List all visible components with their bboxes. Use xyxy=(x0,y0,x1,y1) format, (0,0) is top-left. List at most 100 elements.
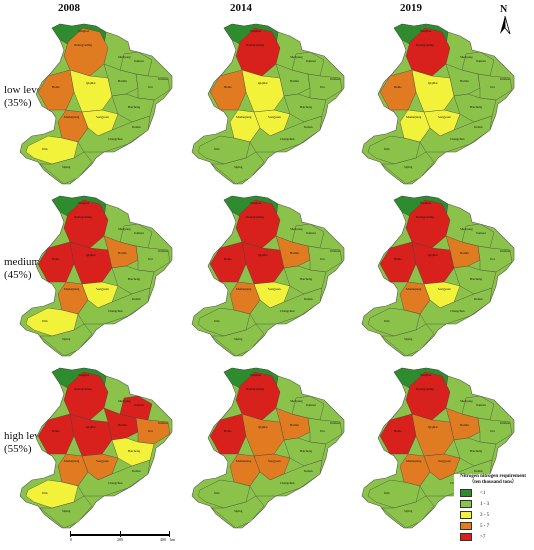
legend-item-label: <1 xyxy=(480,490,486,496)
region-label: Jiamusi xyxy=(306,231,316,235)
region-label: Harbin xyxy=(290,423,299,427)
region-label: Mudanjiang xyxy=(406,459,422,463)
region xyxy=(381,323,435,357)
map-low-2014: Daxing'anling Heihe Qiqihar Harbin Jiamusi Ji… xyxy=(180,18,350,188)
region-label: Songyuan xyxy=(438,459,451,463)
region-label: Qiqihar xyxy=(258,425,269,429)
region xyxy=(111,93,155,123)
region-label: Heihe xyxy=(52,257,60,261)
region-label: Jiamusi xyxy=(476,59,486,63)
region xyxy=(411,69,455,113)
map-svg: Daxing'anling Heihe Qiqihar Harbin Jiamusi Ji… xyxy=(361,195,515,357)
region xyxy=(307,245,343,273)
region-label: Mudanjiang xyxy=(236,115,252,119)
region-label: Harbin xyxy=(290,79,299,83)
region-label: Harbin xyxy=(118,79,127,83)
region-label: Dalian xyxy=(474,469,483,473)
region-label: Baicheng xyxy=(300,105,312,109)
region-label: Dalian xyxy=(132,469,141,473)
region-label: Siping xyxy=(62,337,71,341)
region-label: Tonghua xyxy=(250,29,262,33)
region-label: Tonghua xyxy=(78,373,90,377)
region-label: Tonghua xyxy=(420,373,432,377)
region-label: Tonghua xyxy=(78,201,90,205)
region-label: Jixi xyxy=(320,257,325,261)
legend-item: <1 xyxy=(460,489,532,497)
region-label: Changchun xyxy=(108,309,123,313)
region xyxy=(111,437,155,467)
region-label: Jiamusi xyxy=(476,403,486,407)
region xyxy=(241,69,285,113)
region xyxy=(211,151,265,185)
legend-title-line1: Nitrogen nitrogen requirement xyxy=(460,474,526,479)
region-label: Qiqihar xyxy=(428,425,439,429)
region-label: Jilin xyxy=(214,147,220,151)
region-label: Jinzhou xyxy=(330,421,340,425)
region-label: Siping xyxy=(62,509,71,513)
region-label: Harbin xyxy=(460,79,469,83)
legend-item: 5 - 7 xyxy=(460,522,532,530)
map-svg: Daxing'anling Heihe Qiqihar Harbin Jiamusi Ji… xyxy=(19,367,173,529)
region-label: Baicheng xyxy=(470,105,482,109)
region xyxy=(39,151,93,185)
region-label: Qiqihar xyxy=(258,81,269,85)
map-high-2008: Daxing'anling Heihe Qiqihar Harbin Jiamusi Ji… xyxy=(8,362,178,532)
region-label: Jixi xyxy=(148,429,153,433)
region-label: Jinzhou xyxy=(500,77,510,81)
region xyxy=(453,265,497,295)
scale-label-400: 400 xyxy=(160,537,166,542)
legend-item-label: 3 - 5 xyxy=(480,512,490,518)
region-label: Siping xyxy=(62,165,71,169)
region-label: Songyuan xyxy=(268,459,281,463)
region-label: Shenyang xyxy=(460,55,473,59)
map-low-2019: Daxing'anling Heihe Qiqihar Harbin Jiamusi Ji… xyxy=(350,18,520,188)
region-label: Siping xyxy=(404,509,413,513)
region-label: Mudanjiang xyxy=(64,459,80,463)
region-label: Tonghua xyxy=(250,373,262,377)
region xyxy=(249,459,323,497)
region-label: Jinzhou xyxy=(330,77,340,81)
map-svg: Daxing'anling Heihe Qiqihar Harbin Jiamusi Ji… xyxy=(19,195,173,357)
region xyxy=(39,495,93,529)
region-label: Siping xyxy=(404,337,413,341)
region-label: Mudanjiang xyxy=(236,287,252,291)
region-label: Shenyang xyxy=(118,55,131,59)
region-label: Mudanjiang xyxy=(406,287,422,291)
region-label: Siping xyxy=(404,165,413,169)
year-header-2014: 2014 xyxy=(230,2,252,14)
scale-unit: km xyxy=(170,537,176,542)
region-label: Mudanjiang xyxy=(64,287,80,291)
region-label: Changchun xyxy=(450,137,465,141)
north-label: N xyxy=(500,4,508,15)
map-svg: Daxing'anling Heihe Qiqihar Harbin Jiamusi Ji… xyxy=(191,367,345,529)
region-label: Qiqihar xyxy=(428,253,439,257)
region-label: Shenyang xyxy=(290,55,303,59)
region xyxy=(283,265,327,295)
region-label: Daxing'anling xyxy=(74,387,92,391)
region-label: Heihe xyxy=(394,257,402,261)
region-label: Jinzhou xyxy=(158,77,168,81)
map-svg: Daxing'anling Heihe Qiqihar Harbin Jiamusi Ji… xyxy=(19,23,173,185)
region-label: Shenyang xyxy=(460,399,473,403)
region-label: Daxing'anling xyxy=(416,43,434,47)
row-label-low: low level (35%) xyxy=(4,84,45,109)
region-label: Dalian xyxy=(474,125,483,129)
map-medium-2014: Daxing'anling Heihe Qiqihar Harbin Jiamusi Ji… xyxy=(180,190,350,360)
region-label: Heihe xyxy=(394,429,402,433)
region-label: Changchun xyxy=(280,309,295,313)
region xyxy=(241,241,285,285)
region-label: Jinzhou xyxy=(330,249,340,253)
region-label: Heihe xyxy=(224,257,232,261)
north-arrow-icon: N xyxy=(494,4,516,38)
region-label: Jilin xyxy=(214,319,220,323)
region-label: Daxing'anling xyxy=(74,215,92,219)
map-low-2008: Daxing'anling Heihe Qiqihar Harbin Jiamusi Ji… xyxy=(8,18,178,188)
region xyxy=(135,417,171,445)
region-label: Shenyang xyxy=(290,399,303,403)
region xyxy=(283,437,327,467)
region-label: Changchun xyxy=(108,481,123,485)
region xyxy=(411,413,455,457)
region-label: Dalian xyxy=(304,125,313,129)
region-label: Daxing'anling xyxy=(74,43,92,47)
legend-item-label: 5 - 7 xyxy=(480,523,490,529)
